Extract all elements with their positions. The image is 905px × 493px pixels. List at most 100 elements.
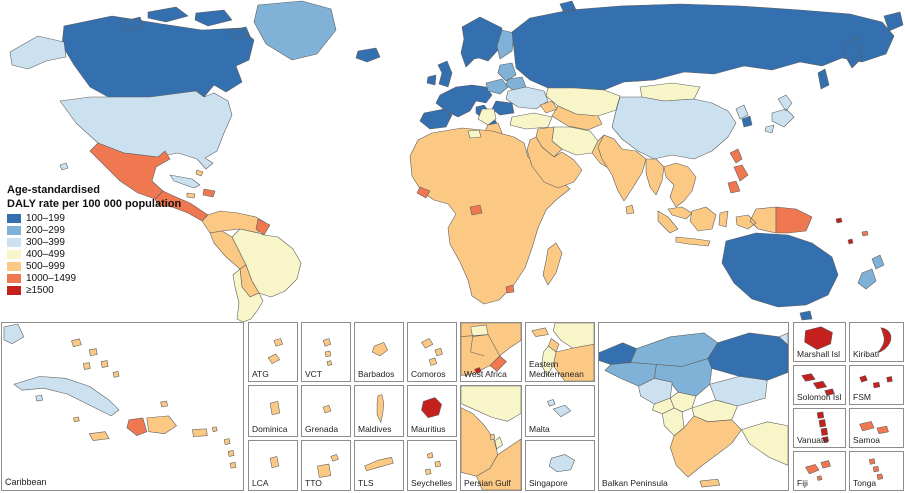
inset-label: Samoa — [853, 434, 880, 445]
inset-label: VCT — [305, 368, 322, 379]
inset-maldives: Maldives — [354, 385, 404, 437]
legend-title-line1: Age-standardised — [7, 184, 100, 196]
legend-swatch — [7, 262, 21, 272]
map-region-solomon-speck — [835, 217, 843, 224]
map-region-balkans — [477, 108, 497, 126]
inset-label: Fiji — [797, 477, 808, 488]
legend-title: Age-standardised DALY rate per 100 000 p… — [7, 183, 181, 212]
inset-eastern-mediterranean: Eastern Mediterranean — [525, 322, 595, 382]
region-fiji — [805, 460, 831, 481]
region-west-africa-orange — [489, 355, 507, 372]
map-region-cuba — [169, 174, 201, 189]
inset-label: Eastern Mediterranean — [529, 360, 589, 379]
region-balkan-turkey — [741, 421, 788, 466]
inset-grenada: Grenada — [301, 385, 351, 437]
legend-item: ≥1500 — [7, 284, 181, 296]
legend-item: 200–299 — [7, 225, 181, 236]
region-turks — [160, 400, 168, 408]
inset-balkan-peninsula: Balkan Peninsula — [598, 322, 789, 491]
region-cyprus — [531, 327, 549, 337]
inset-label: Tonga — [853, 477, 877, 488]
inset-label: Solomon Isl — [797, 391, 842, 402]
region-iran-gulf — [461, 386, 521, 422]
map-region-central-asia — [551, 105, 603, 131]
legend-item: 100–199 — [7, 212, 181, 224]
inset-west-africa: West Africa — [460, 322, 522, 382]
map-region-korea-north — [735, 104, 749, 120]
legend-label: 100–199 — [26, 212, 65, 224]
region-cayman — [73, 416, 80, 423]
legend-swatch — [7, 274, 21, 284]
legend-item: 1000–1499 — [7, 272, 181, 284]
map-region-iceland — [355, 47, 381, 63]
inset-mauritius: Mauritius — [407, 385, 457, 437]
map-region-indonesia — [657, 206, 777, 247]
legend-swatch — [7, 238, 21, 248]
map-region-papua-new-guinea — [775, 206, 813, 234]
inset-label: ATG — [252, 368, 269, 379]
region-vanuatu — [816, 411, 829, 443]
map-region-arabia — [526, 136, 583, 189]
region-barbados — [371, 342, 388, 357]
inset-label: Persian Gulf — [464, 477, 511, 488]
map-region-greenland — [253, 0, 337, 61]
region-kiribati — [877, 327, 892, 353]
map-region-africa-cream-patch — [467, 129, 482, 139]
map-region-australia — [721, 232, 839, 321]
inset-label: Comoros — [411, 368, 446, 379]
inset-solomon-islands: Solomon Isl — [793, 365, 846, 405]
region-atg — [267, 338, 283, 364]
inset-label: Mauritius — [411, 423, 446, 434]
legend-label: 400–499 — [26, 248, 65, 260]
legend-label: 300–399 — [26, 236, 65, 248]
inset-label-line2: Mediterranean — [529, 368, 584, 379]
map-region-madagascar — [542, 242, 563, 286]
inset-fiji: Fiji — [793, 451, 846, 491]
inset-comoros: Comoros — [407, 322, 457, 382]
legend-swatch — [7, 226, 21, 236]
region-qatar — [494, 436, 503, 450]
map-region-vanuatu-speck — [847, 238, 854, 245]
region-balkan-greece — [669, 415, 742, 488]
map-region-usa — [9, 35, 233, 171]
legend-label: ≥1500 — [26, 284, 54, 296]
region-puerto-rico — [192, 428, 208, 437]
legend-label: 1000–1499 — [26, 272, 77, 284]
legend-swatch — [7, 214, 21, 224]
map-region-korea-south — [741, 115, 753, 128]
legend-title-line2: DALY rate per 100 000 population — [7, 198, 182, 211]
inset-tto: TTO — [301, 440, 351, 491]
region-malta — [547, 399, 571, 418]
inset-label: FSM — [853, 391, 871, 402]
region-grenada — [322, 404, 332, 414]
map-region-colombia-venezuela — [201, 210, 267, 234]
region-florida-tip — [3, 323, 25, 345]
region-jordan — [552, 343, 594, 381]
map-region-british-isles — [426, 60, 453, 88]
region-uae-oman — [476, 438, 521, 490]
map-region-scandinavia — [460, 16, 503, 68]
region-vct — [322, 338, 333, 366]
inset-marshall-islands: Marshall Isl — [793, 322, 846, 362]
map-region-canada — [61, 6, 255, 100]
map-region-russia — [511, 0, 904, 91]
inset-label: Singapore — [529, 477, 568, 488]
inset-label: Balkan Peninsula — [602, 477, 668, 488]
region-lesser-antilles — [211, 426, 237, 469]
map-region-hispaniola — [202, 188, 216, 198]
world-map — [9, 0, 904, 322]
map-region-fiji-speck — [861, 230, 869, 237]
map-region-india — [597, 134, 647, 215]
inset-label: Marshall Isl — [797, 348, 840, 359]
map-region-iberia — [419, 108, 453, 130]
inset-lca: LCA — [248, 440, 298, 491]
map-region-bangladesh-myanmar — [645, 158, 665, 196]
inset-tonga: Tonga — [849, 451, 904, 491]
inset-label: Maldives — [358, 423, 392, 434]
inset-kiribati: Kiribati — [849, 322, 904, 362]
region-west-africa-land — [461, 323, 521, 376]
region-lca — [269, 456, 280, 469]
map-legend: Age-standardised DALY rate per 100 000 p… — [7, 183, 181, 296]
inset-tls: TLS — [354, 440, 404, 491]
